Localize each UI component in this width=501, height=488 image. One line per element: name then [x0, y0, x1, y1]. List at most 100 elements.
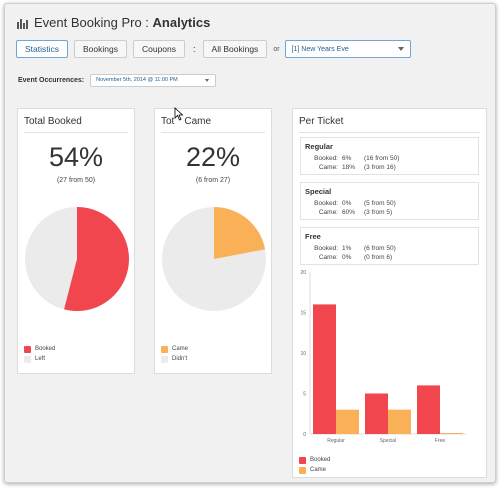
occurrence-label: Event Occurrences: — [18, 77, 85, 84]
legend-swatch-left — [24, 355, 31, 363]
occurrence-row: Event Occurrences: November 5th, 2014 @ … — [18, 74, 217, 87]
total-came-title: Tot Came — [161, 116, 211, 127]
bar-came-free — [440, 433, 463, 434]
y-tick-label: 15 — [300, 311, 306, 317]
booked-detail: (5 from 50) — [364, 200, 396, 207]
chevron-down-icon — [397, 47, 404, 51]
legend-label-came: Came — [172, 346, 189, 352]
title-prefix: Event Booking Pro : — [34, 15, 149, 30]
came-percent: 18% — [342, 164, 356, 171]
total-booked-count: (27 from 50) — [56, 177, 96, 184]
total-booked-panel: Total Booked 54% (27 from 50) Booked Lef… — [17, 108, 135, 374]
total-came-legend: Came Didn't — [161, 344, 188, 364]
chevron-down-icon — [205, 79, 210, 82]
ticket-regular: Regular Booked: 6% (16 from 50) Came: 18… — [300, 137, 479, 175]
ticket-name: Regular — [305, 142, 333, 151]
legend-swatch-came — [299, 466, 306, 474]
event-select[interactable]: [1] New Years Eve — [284, 40, 411, 58]
booked-percent: 6% — [342, 155, 352, 162]
total-booked-title: Total Booked — [24, 116, 82, 127]
all-bookings-button[interactable]: All Bookings — [202, 40, 268, 58]
legend-item: Booked — [24, 344, 55, 354]
booked-percent: 1% — [342, 245, 352, 252]
booked-label: Booked: — [314, 245, 338, 252]
x-tick-label: Special — [380, 438, 396, 444]
booked-percent: 0% — [342, 200, 352, 207]
legend-label-booked: Booked — [310, 457, 331, 463]
legend-label-didnt: Didn't — [172, 356, 188, 362]
total-booked-percent: 54% — [48, 142, 104, 172]
y-tick-label: 0 — [303, 432, 306, 438]
divider — [299, 132, 480, 133]
divider — [24, 132, 128, 133]
total-booked-legend: Booked Left — [24, 344, 55, 364]
occurrence-select[interactable]: November 5th, 2014 @ 11:00 PM — [90, 74, 217, 87]
divider — [161, 132, 265, 133]
came-label: Came: — [318, 164, 338, 171]
booked-detail: (6 from 50) — [364, 245, 396, 252]
booked-detail: (16 from 50) — [364, 155, 400, 162]
bar-booked-special — [365, 393, 388, 434]
y-tick-label: 10 — [300, 351, 306, 357]
legend-swatch-came — [161, 345, 168, 353]
ticket-name: Special — [305, 187, 332, 196]
total-came-pie-chart — [162, 207, 266, 311]
ticket-came-row: Came: 18% (3 from 16) — [301, 164, 396, 171]
came-label: Came: — [318, 254, 338, 261]
event-select-value: [1] New Years Eve — [291, 45, 349, 53]
came-detail: (3 from 16) — [364, 164, 396, 171]
came-detail: (0 from 6) — [364, 254, 393, 261]
total-booked-pie-chart — [25, 207, 129, 311]
pie-slice-came — [214, 207, 266, 259]
page-title: Event Booking Pro : Analytics — [17, 15, 210, 30]
total-came-title-right: Came — [184, 116, 212, 127]
legend-swatch-booked — [24, 345, 31, 353]
total-came-panel: Tot Came 22% (6 from 27) Came Didn't — [154, 108, 272, 374]
app-window: Event Booking Pro : Analytics Statistics… — [4, 3, 496, 483]
legend-item: Didn't — [161, 354, 188, 364]
ticket-came-row: Came: 60% (3 from 5) — [301, 209, 392, 216]
tab-coupons[interactable]: Coupons — [132, 40, 186, 58]
total-came-count: (6 from 27) — [195, 177, 231, 184]
occurrence-select-value: November 5th, 2014 @ 11:00 PM — [96, 77, 178, 83]
mouse-cursor-icon — [174, 107, 184, 121]
legend-swatch-didnt — [161, 355, 168, 363]
ticket-came-row: Came: 0% (0 from 6) — [301, 254, 392, 261]
or-text: or — [273, 45, 280, 53]
tab-bar: Statistics Bookings Coupons : All Bookin… — [16, 40, 411, 58]
x-tick-label: Free — [435, 438, 446, 444]
legend-item: Booked — [299, 455, 330, 465]
tab-statistics[interactable]: Statistics — [16, 40, 69, 58]
ticket-name: Free — [305, 232, 321, 241]
bar-came-special — [388, 409, 411, 434]
legend-item: Came — [299, 465, 330, 475]
legend-item: Left — [24, 354, 55, 364]
ticket-booked-row: Booked: 0% (5 from 50) — [301, 200, 396, 207]
per-ticket-bar-chart: 0 5 10 15 20 Regular Special Free — [300, 270, 466, 444]
ticket-special: Special Booked: 0% (5 from 50) Came: 60%… — [300, 182, 479, 220]
bar-booked-free — [417, 385, 440, 434]
ticket-free: Free Booked: 1% (6 from 50) Came: 0% (0 … — [300, 227, 479, 265]
legend-label-came: Came — [310, 467, 327, 473]
y-tick-label: 5 — [303, 392, 306, 398]
legend-swatch-booked — [299, 456, 306, 464]
total-came-title-left: Tot — [161, 116, 175, 127]
booked-label: Booked: — [314, 200, 338, 207]
came-percent: 60% — [342, 209, 356, 216]
bar-chart-icon — [17, 17, 29, 29]
y-tick-label: 20 — [300, 270, 306, 276]
booked-label: Booked: — [314, 155, 338, 162]
legend-label-left: Left — [35, 356, 46, 362]
bar-came-regular — [336, 409, 359, 434]
legend-item: Came — [161, 344, 188, 354]
tab-bookings[interactable]: Bookings — [74, 40, 127, 58]
pie-slice-booked — [64, 207, 129, 311]
came-percent: 0% — [342, 254, 352, 261]
came-detail: (3 from 5) — [364, 209, 393, 216]
bar-booked-regular — [313, 304, 336, 434]
per-ticket-legend: Booked Came — [299, 455, 330, 475]
x-tick-label: Regular — [327, 438, 345, 444]
filter-separator: : — [193, 44, 196, 54]
total-came-percent: 22% — [185, 142, 241, 172]
legend-label-booked: Booked — [35, 346, 56, 352]
